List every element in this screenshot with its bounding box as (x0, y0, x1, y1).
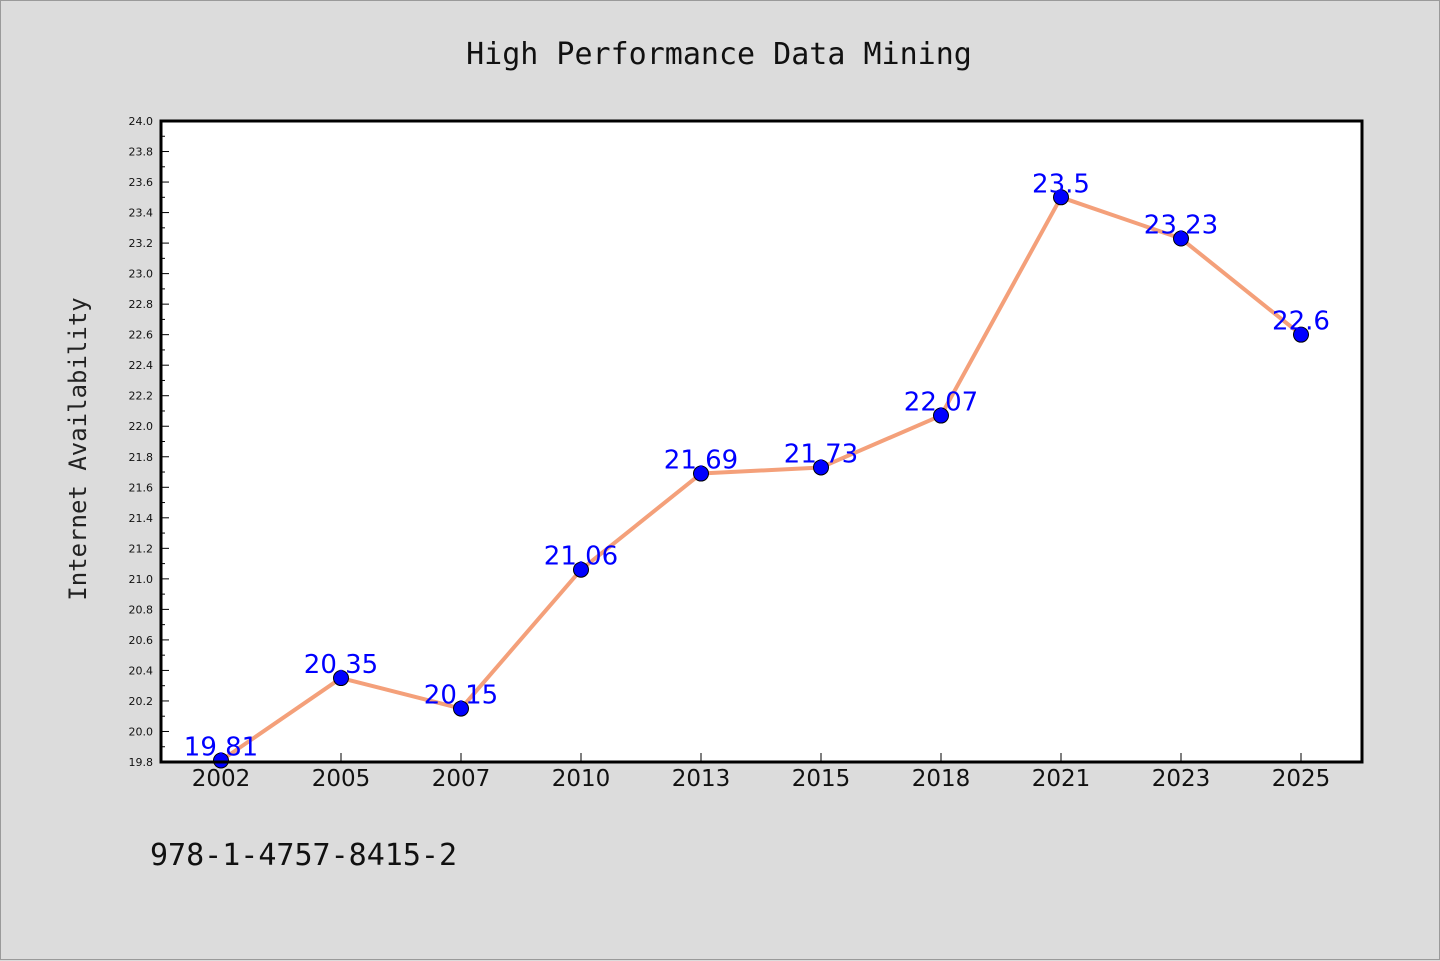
x-tick-label: 2023 (1152, 766, 1211, 792)
data-point-marker (573, 561, 589, 578)
y-axis-label: Internet Availability (64, 297, 92, 600)
y-axis: 19.8 20.0 20.2 20.4 20.6 20.8 21.0 21.2 21.4 21.6… (129, 115, 169, 769)
x-tick-label: 2013 (672, 766, 731, 792)
footer-isbn: 978-1-4757-8415-2 (150, 838, 457, 873)
data-point-marker (933, 407, 949, 424)
data-label: 23.5 (1032, 169, 1090, 199)
data-point-marker (333, 670, 349, 687)
chart-title: High Performance Data Mining (466, 37, 972, 72)
y-tick-label: 21.2 (129, 542, 154, 555)
data-label: 21.06 (544, 542, 618, 572)
y-tick-label: 20.2 (129, 695, 154, 708)
data-point-marker (213, 752, 229, 769)
y-tick-label: 21.6 (129, 481, 154, 494)
y-tick-label: 22.6 (129, 329, 154, 342)
x-tick-label: 2010 (552, 766, 611, 792)
data-label: 23.23 (1144, 211, 1218, 241)
x-tick-label: 2002 (192, 766, 251, 792)
data-point-marker (1053, 189, 1069, 206)
y-tick-label: 20.8 (129, 603, 154, 616)
data-point-marker (693, 465, 709, 482)
data-label: 21.73 (784, 439, 858, 469)
data-label: 20.35 (304, 650, 378, 680)
y-tick-label: 23.8 (129, 146, 154, 159)
x-tick-label: 2005 (312, 766, 371, 792)
x-tick-label: 2025 (1272, 766, 1331, 792)
y-tick-label: 22.2 (129, 390, 154, 403)
y-tick-label: 23.2 (129, 237, 154, 250)
x-tick-label: 2007 (432, 766, 491, 792)
y-tick-label: 23.4 (129, 207, 154, 220)
data-point-marker (813, 459, 829, 476)
y-tick-label: 19.8 (129, 756, 154, 769)
data-label: 19.81 (184, 732, 258, 762)
data-point-marker (453, 700, 469, 717)
series-line (219, 195, 1303, 763)
y-tick-label: 22.0 (129, 420, 154, 433)
data-label: 21.69 (664, 446, 738, 476)
plot-border (159, 119, 1364, 764)
x-axis: 2002 2005 2007 2010 2013 2015 2018 2021 2023 2025 (192, 753, 1331, 792)
data-point-marker (1173, 230, 1189, 247)
y-tick-label: 20.6 (129, 634, 154, 647)
y-tick-label: 20.4 (129, 664, 154, 677)
y-tick-label: 23.0 (129, 268, 154, 281)
y-tick-label: 22.4 (129, 359, 154, 372)
data-label: 20.15 (424, 681, 498, 711)
plot-area (161, 121, 1362, 762)
series-layer: 19.81 20.35 20.15 21.06 21.69 21.73 22.07 23.5 2… (184, 169, 1330, 769)
x-tick-label: 2015 (792, 766, 851, 792)
y-tick-label: 24.0 (129, 115, 154, 128)
y-tick-label: 21.0 (129, 573, 154, 586)
x-tick-label: 2018 (912, 766, 971, 792)
y-tick-label: 23.6 (129, 176, 154, 189)
data-point-marker (1293, 326, 1309, 343)
y-tick-label: 20.0 (129, 725, 154, 738)
y-tick-label: 21.8 (129, 451, 154, 464)
data-label: 22.6 (1272, 307, 1330, 337)
y-tick-label: 22.8 (129, 298, 154, 311)
x-tick-label: 2021 (1032, 766, 1091, 792)
y-tick-label: 21.4 (129, 512, 154, 525)
data-label: 22.07 (904, 388, 978, 418)
